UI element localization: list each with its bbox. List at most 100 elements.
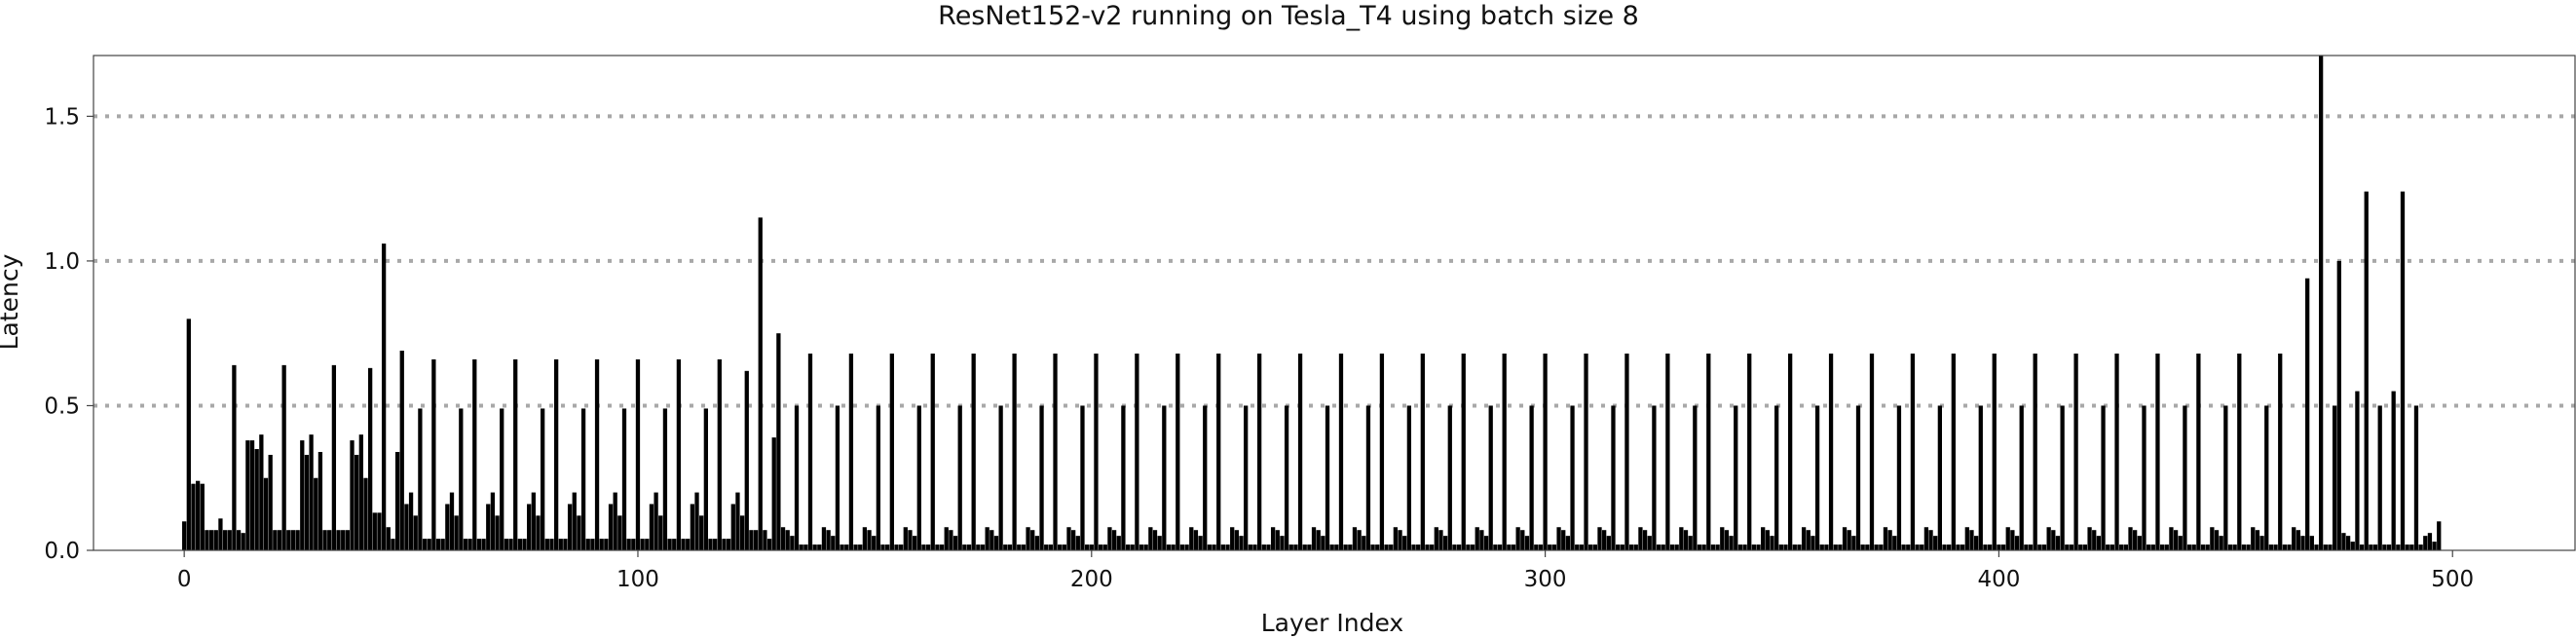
bar xyxy=(735,492,740,550)
bar xyxy=(2377,405,2382,550)
bar xyxy=(2400,191,2406,550)
bar xyxy=(1656,544,1661,550)
bar xyxy=(218,518,223,550)
bar xyxy=(513,358,518,550)
bar xyxy=(853,544,858,550)
bar xyxy=(268,454,273,550)
bar xyxy=(1434,527,1438,550)
bar xyxy=(1701,544,1706,550)
bar xyxy=(1833,544,1838,550)
bar xyxy=(2386,544,2392,550)
bar xyxy=(1053,353,1058,550)
bar xyxy=(753,530,759,550)
bar xyxy=(1179,544,1185,550)
bar xyxy=(1737,544,1743,550)
bar xyxy=(263,477,269,550)
bar xyxy=(2028,544,2034,550)
bar xyxy=(399,351,404,550)
bar xyxy=(1239,536,1244,550)
bar xyxy=(1543,353,1548,550)
bar xyxy=(1964,527,1969,550)
bar xyxy=(1983,544,1988,550)
bar xyxy=(2278,353,2283,550)
bar xyxy=(667,539,672,550)
bar xyxy=(1438,530,1443,550)
bar xyxy=(631,539,636,550)
bar xyxy=(1479,530,1484,550)
x-axis-label: Layer Index xyxy=(1261,609,1403,637)
bar xyxy=(1098,544,1103,550)
bar xyxy=(894,544,899,550)
bar xyxy=(2119,544,2124,550)
bar xyxy=(971,353,976,550)
bar xyxy=(1710,544,1716,550)
bar xyxy=(1252,544,1257,550)
bar xyxy=(862,527,868,550)
bar xyxy=(1284,405,1289,550)
bar xyxy=(1674,544,1679,550)
bar xyxy=(2033,353,2037,550)
bar xyxy=(1021,544,1027,550)
bar xyxy=(949,530,953,550)
bar xyxy=(1847,530,1851,550)
bar xyxy=(1225,544,1230,550)
bar xyxy=(1171,544,1176,550)
bar xyxy=(467,539,472,550)
bar xyxy=(952,536,958,550)
bar xyxy=(1706,353,1711,550)
bar xyxy=(2014,536,2020,550)
bar xyxy=(1869,353,1875,550)
bar xyxy=(1783,544,1788,550)
bar xyxy=(1828,353,1834,550)
bar xyxy=(1442,536,1448,550)
bar xyxy=(1915,544,1920,550)
chart-title: ResNet152-v2 running on Tesla_T4 using b… xyxy=(938,1,1639,31)
bar xyxy=(1193,530,1199,550)
bar xyxy=(1039,405,1044,550)
bar xyxy=(1806,530,1811,550)
bar xyxy=(794,405,800,550)
bar xyxy=(872,536,877,550)
bar xyxy=(1402,536,1407,550)
bar xyxy=(1003,544,1008,550)
bar xyxy=(2073,353,2078,550)
bar xyxy=(1256,353,1262,550)
bar xyxy=(2078,544,2083,550)
bar xyxy=(2273,544,2278,550)
bar xyxy=(368,367,373,550)
x-tick-label: 500 xyxy=(2431,567,2474,592)
bar xyxy=(2000,544,2006,550)
bar xyxy=(2427,533,2433,550)
bar xyxy=(236,530,242,550)
bar xyxy=(2314,544,2319,550)
bar xyxy=(1425,544,1430,550)
bar xyxy=(2319,56,2324,550)
bar xyxy=(1906,544,1911,550)
bar xyxy=(277,530,282,550)
bar xyxy=(2259,536,2264,550)
bar xyxy=(817,544,822,550)
bar xyxy=(1511,544,1516,550)
bar xyxy=(1693,405,1698,550)
bar xyxy=(1842,527,1848,550)
bar xyxy=(1502,353,1507,550)
bar xyxy=(2037,544,2042,550)
bar xyxy=(2255,530,2260,550)
bar xyxy=(694,492,699,550)
bar xyxy=(2405,544,2409,550)
bar xyxy=(1357,530,1362,550)
bar xyxy=(517,539,523,550)
bar xyxy=(1379,353,1385,550)
bar xyxy=(2142,405,2147,550)
bar xyxy=(2178,536,2183,550)
bar xyxy=(1992,353,1997,550)
bar xyxy=(2210,527,2215,550)
bar xyxy=(2282,544,2288,550)
bar xyxy=(1923,527,1929,550)
bar xyxy=(1288,544,1293,550)
bar xyxy=(1094,353,1099,550)
bar xyxy=(944,527,949,550)
bar xyxy=(1624,353,1629,550)
bar xyxy=(1406,405,1412,550)
bar xyxy=(1652,405,1657,550)
